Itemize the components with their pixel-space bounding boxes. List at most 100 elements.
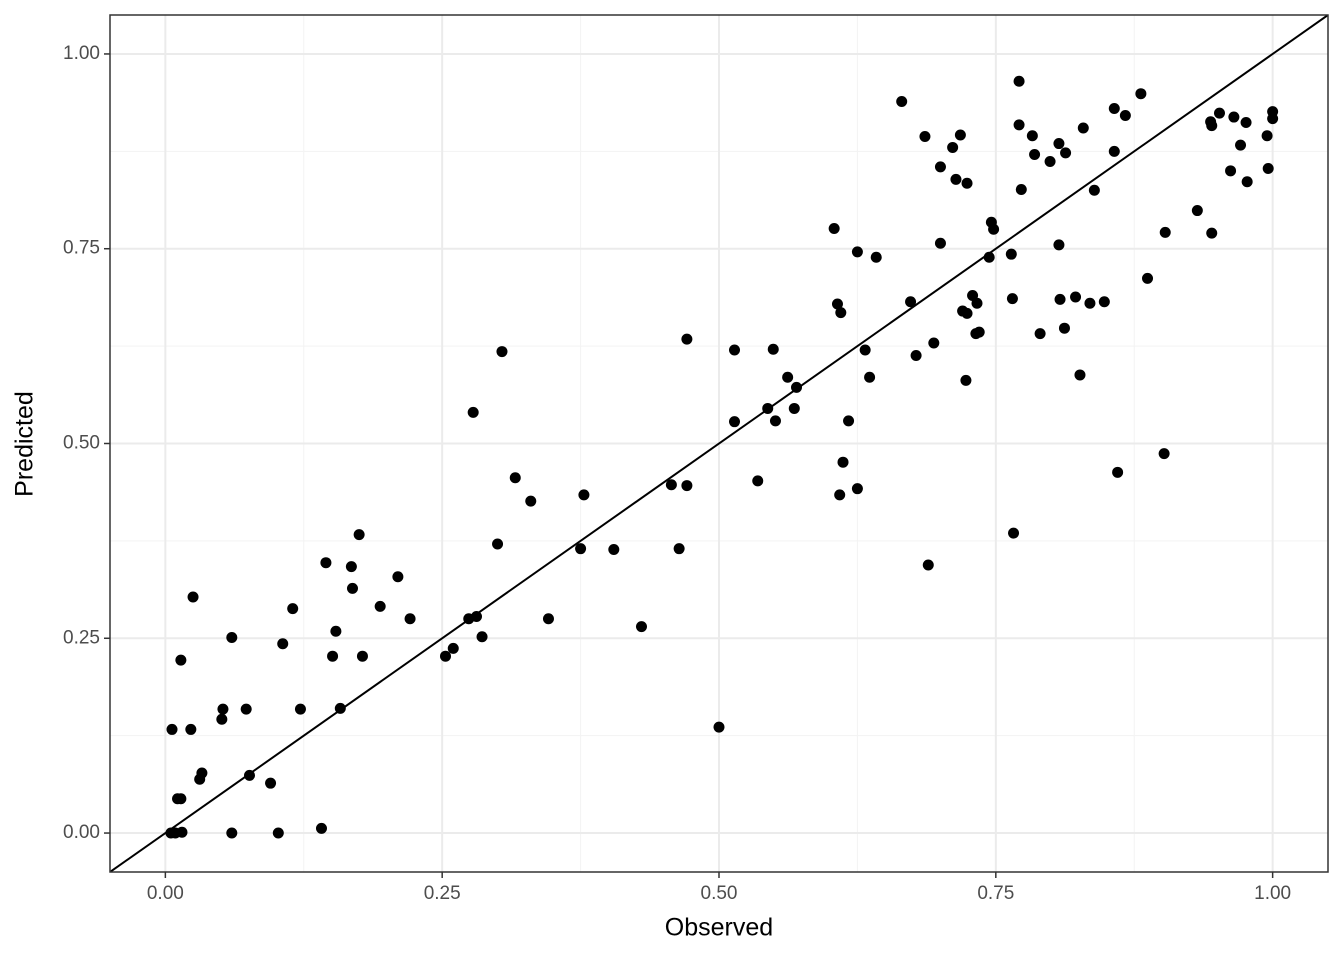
point: [1015, 184, 1027, 196]
y-tick-label: 0.75: [63, 238, 100, 259]
point: [1261, 130, 1273, 142]
x-tick-label: 1.00: [1254, 883, 1291, 904]
point: [1070, 291, 1082, 303]
point: [330, 625, 342, 637]
point: [272, 827, 284, 839]
point: [244, 769, 256, 781]
point: [910, 349, 922, 361]
point: [851, 483, 863, 495]
point: [1241, 176, 1253, 188]
panel-border: [109, 14, 1329, 873]
point: [928, 337, 940, 349]
point: [1228, 111, 1240, 123]
x-tick-label: 0.50: [701, 883, 738, 904]
point: [1013, 119, 1025, 131]
point: [345, 561, 357, 573]
point: [1006, 293, 1018, 305]
point: [404, 613, 416, 625]
point: [859, 344, 871, 356]
point: [1088, 184, 1100, 196]
point: [392, 571, 404, 583]
point: [176, 826, 188, 838]
point: [1108, 102, 1120, 114]
point: [447, 642, 459, 654]
point: [1240, 117, 1252, 129]
point: [947, 141, 959, 153]
point: [1267, 113, 1279, 125]
point: [954, 129, 966, 141]
point: [287, 603, 299, 615]
point: [973, 326, 985, 338]
point: [837, 456, 849, 468]
point: [851, 246, 863, 258]
y-tick-label: 0.00: [63, 822, 100, 843]
point: [1054, 293, 1066, 305]
point: [1044, 155, 1056, 167]
point: [1005, 248, 1017, 260]
y-axis-title: Predicted: [11, 391, 39, 497]
point: [217, 703, 229, 715]
point: [1060, 147, 1072, 159]
point: [1206, 120, 1218, 132]
point: [1206, 227, 1218, 239]
point: [374, 600, 386, 612]
point: [729, 416, 741, 428]
point: [870, 251, 882, 263]
point: [828, 222, 840, 234]
point: [1074, 369, 1086, 381]
point: [440, 650, 452, 662]
point: [1084, 297, 1096, 309]
point: [1262, 162, 1274, 174]
point: [175, 654, 187, 666]
point: [185, 723, 197, 735]
point: [608, 543, 620, 555]
point: [1013, 75, 1025, 87]
point: [226, 631, 238, 643]
point: [681, 333, 693, 345]
point: [635, 621, 647, 633]
point: [864, 371, 876, 383]
point: [226, 827, 238, 839]
point: [240, 703, 252, 715]
point: [525, 495, 537, 507]
point: [788, 402, 800, 414]
point: [762, 402, 774, 414]
point: [831, 298, 843, 310]
point: [934, 237, 946, 249]
point: [471, 610, 483, 622]
y-tick-label: 1.00: [63, 43, 100, 64]
point: [492, 538, 504, 550]
point: [578, 489, 590, 501]
point: [216, 713, 228, 725]
point: [509, 472, 521, 484]
point: [320, 557, 332, 569]
point: [294, 703, 306, 715]
point: [791, 381, 803, 393]
point: [1108, 145, 1120, 157]
point: [960, 374, 972, 386]
point: [334, 702, 346, 714]
point: [843, 415, 855, 427]
point: [1058, 322, 1070, 334]
point: [187, 591, 199, 603]
point: [1053, 239, 1065, 251]
point: [1077, 122, 1089, 134]
point: [834, 489, 846, 501]
point: [934, 161, 946, 173]
point: [971, 297, 983, 309]
point: [673, 543, 685, 555]
point: [961, 177, 973, 189]
point: [988, 223, 1000, 235]
point: [769, 415, 781, 427]
point: [1029, 148, 1041, 160]
point: [265, 777, 277, 789]
point: [1225, 165, 1237, 177]
point: [782, 371, 794, 383]
point: [1158, 448, 1170, 460]
x-axis-title: Observed: [665, 914, 773, 942]
point: [767, 343, 779, 355]
point: [713, 721, 725, 733]
point: [1119, 110, 1131, 122]
x-tick-label: 0.25: [424, 883, 461, 904]
